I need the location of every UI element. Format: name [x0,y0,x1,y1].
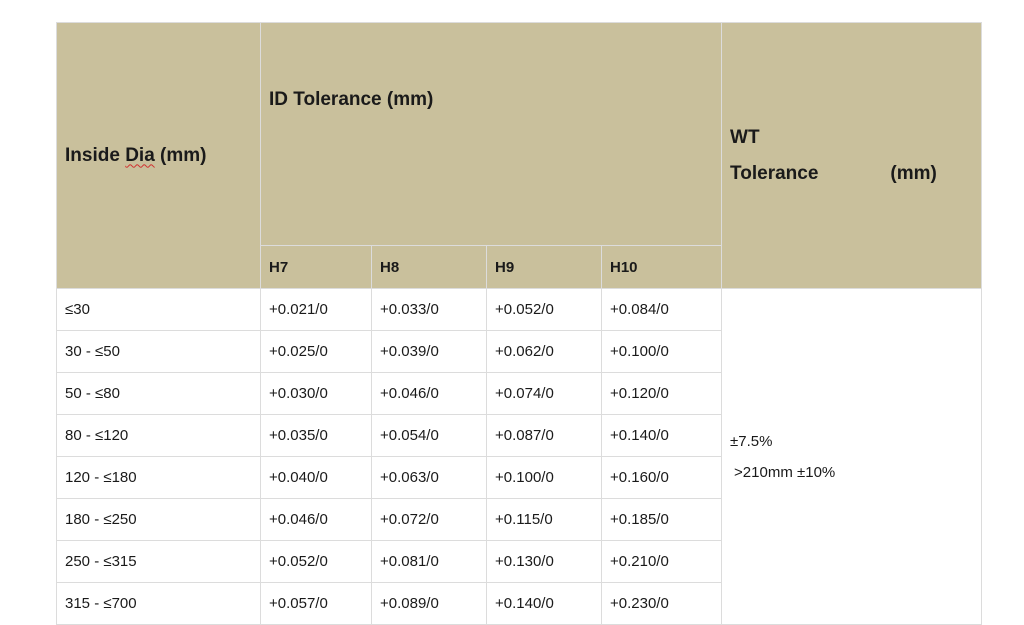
header-wt-line1: WT [730,126,760,148]
cell-h9: +0.062/0 [486,330,602,373]
cell-h10: +0.120/0 [600,372,723,415]
cell-h7: +0.035/0 [260,414,372,457]
table-row: 180 - ≤250 +0.046/0 +0.072/0 +0.115/0 +0… [56,498,982,541]
cell-h10: +0.210/0 [600,540,723,583]
cell-h8: +0.089/0 [371,582,487,625]
cell-h8: +0.039/0 [371,330,487,373]
cell-wt-tolerance: ±7.5% >210mm ±10% [721,288,983,625]
table-row: 120 - ≤180 +0.040/0 +0.063/0 +0.100/0 +0… [56,456,982,499]
cell-h7: +0.030/0 [260,372,372,415]
tolerance-table-wrapper: Inside Dia (mm) ID Tolerance (mm) WT Tol… [56,22,983,625]
wt-value-1: ±7.5% [730,432,773,450]
cell-dia: 315 - ≤700 [56,582,261,625]
table-row: 80 - ≤120 +0.035/0 +0.054/0 +0.087/0 +0.… [56,414,982,457]
cell-h7: +0.046/0 [260,498,372,541]
cell-dia: 180 - ≤250 [56,498,261,541]
cell-h10: +0.160/0 [600,456,723,499]
header-id-tolerance-label: ID Tolerance (mm) [269,89,434,110]
cell-dia: 80 - ≤120 [56,414,261,457]
cell-h7: +0.021/0 [260,288,372,331]
cell-h7: +0.057/0 [260,582,372,625]
cell-h7: +0.052/0 [260,540,372,583]
cell-dia: 30 - ≤50 [56,330,261,373]
cell-h9: +0.052/0 [486,288,602,331]
header-wt-line2: Tolerance [730,162,819,184]
table-row: 50 - ≤80 +0.030/0 +0.046/0 +0.074/0 +0.1… [56,372,982,415]
table-row: 250 - ≤315 +0.052/0 +0.081/0 +0.130/0 +0… [56,540,982,583]
header-grade-h9: H9 [486,245,602,289]
cell-h10: +0.100/0 [600,330,723,373]
cell-dia: 50 - ≤80 [56,372,261,415]
cell-h8: +0.081/0 [371,540,487,583]
cell-h8: +0.033/0 [371,288,487,331]
cell-h9: +0.130/0 [486,540,602,583]
cell-h9: +0.074/0 [486,372,602,415]
cell-h9: +0.087/0 [486,414,602,457]
header-grade-h7: H7 [260,245,372,289]
cell-dia: 120 - ≤180 [56,456,261,499]
cell-h8: +0.046/0 [371,372,487,415]
cell-h8: +0.054/0 [371,414,487,457]
header-dia-word: Dia [125,144,155,166]
tolerance-table: Inside Dia (mm) ID Tolerance (mm) WT Tol… [56,22,983,625]
cell-h10: +0.185/0 [600,498,723,541]
header-wt-tolerance: WT Tolerance (mm) [721,22,983,289]
cell-h9: +0.140/0 [486,582,602,625]
cell-h10: +0.230/0 [600,582,723,625]
cell-h9: +0.100/0 [486,456,602,499]
header-grade-h10: H10 [600,245,723,289]
table-row: 30 - ≤50 +0.025/0 +0.039/0 +0.062/0 +0.1… [56,330,982,373]
cell-h10: +0.084/0 [600,288,723,331]
cell-dia: ≤30 [56,288,261,331]
cell-h9: +0.115/0 [486,498,602,541]
cell-h8: +0.063/0 [371,456,487,499]
cell-dia: 250 - ≤315 [56,540,261,583]
header-wt-unit: (mm) [890,162,937,184]
cell-h8: +0.072/0 [371,498,487,541]
cell-h7: +0.025/0 [260,330,372,373]
table-row: ≤30 +0.021/0 +0.033/0 +0.052/0 +0.084/0 … [56,288,983,625]
cell-h10: +0.140/0 [600,414,723,457]
header-id-tolerance: ID Tolerance (mm) [259,22,723,246]
header-dia-unit: (mm) [154,144,207,166]
header-inside-word: Inside [65,144,120,166]
wt-value-2: >210mm ±10% [734,463,836,481]
header-grade-h8: H8 [371,245,487,289]
header-inside-dia: Inside Dia (mm) [56,22,261,289]
cell-h7: +0.040/0 [260,456,372,499]
